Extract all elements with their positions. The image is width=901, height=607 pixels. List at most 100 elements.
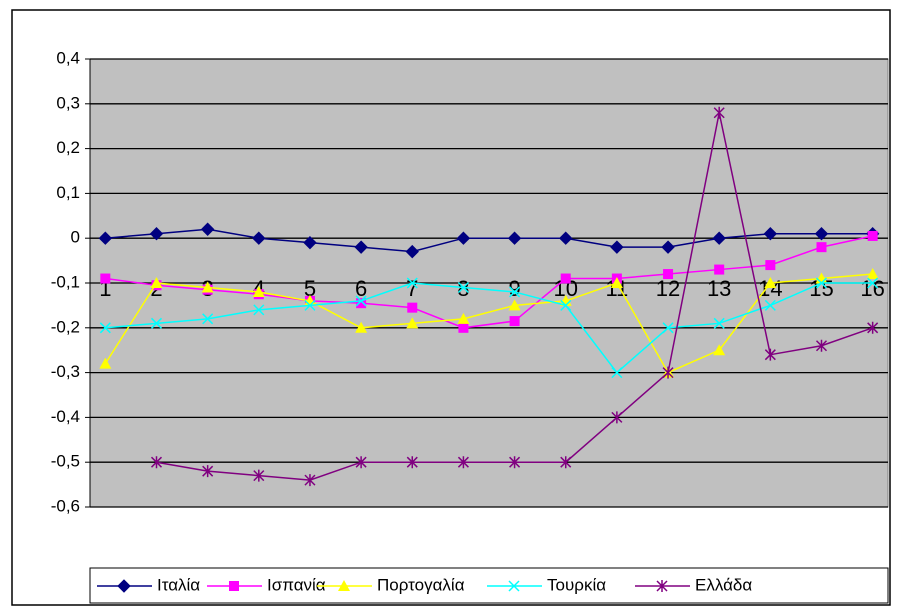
marker (354, 240, 368, 254)
marker (338, 580, 350, 591)
x-tick-label: 16 (860, 276, 884, 301)
x-tick-label: 13 (707, 276, 731, 301)
marker (610, 240, 624, 254)
y-tick-label: 0,1 (56, 183, 80, 202)
y-tick-label: -0,3 (51, 362, 80, 381)
marker (661, 240, 675, 254)
marker (458, 322, 469, 333)
marker (457, 281, 469, 294)
marker (714, 264, 725, 275)
y-tick-label: 0 (71, 228, 80, 247)
marker (764, 348, 776, 361)
legend-label: Πορτογαλία (377, 575, 465, 594)
marker (712, 231, 726, 245)
marker (406, 456, 418, 469)
marker (508, 580, 520, 592)
marker (200, 222, 215, 236)
marker (713, 344, 726, 356)
marker (303, 235, 317, 250)
x-tick-label: 7 (406, 276, 418, 301)
marker (201, 281, 214, 293)
marker (662, 366, 674, 379)
marker (815, 339, 828, 352)
marker (100, 273, 111, 284)
marker (610, 277, 623, 288)
y-tick-label: -0,4 (51, 407, 80, 426)
marker (816, 242, 827, 253)
marker (611, 411, 623, 424)
legend-label: Ισπανία (267, 575, 326, 594)
marker (253, 304, 265, 316)
marker (150, 277, 163, 288)
marker (509, 316, 520, 327)
marker (253, 469, 265, 482)
marker (815, 277, 828, 289)
marker (814, 227, 829, 241)
marker (356, 298, 367, 309)
marker (117, 579, 131, 593)
marker (509, 456, 521, 469)
marker (765, 260, 776, 271)
marker (457, 312, 470, 324)
marker (99, 357, 112, 369)
marker (867, 230, 878, 241)
legend-label: Ελλάδα (695, 575, 752, 594)
marker (407, 302, 418, 313)
marker (662, 322, 674, 334)
marker (355, 456, 367, 469)
marker (457, 456, 469, 469)
marker (560, 299, 572, 311)
marker (202, 313, 214, 325)
marker (560, 273, 571, 284)
marker (355, 295, 367, 307)
marker (355, 321, 368, 333)
marker (304, 299, 316, 311)
marker (150, 456, 163, 469)
legend-label: Τουρκία (547, 575, 606, 594)
marker (663, 269, 674, 280)
y-tick-label: -0,1 (51, 272, 80, 291)
marker (252, 231, 266, 245)
marker (656, 580, 668, 592)
series-line (105, 235, 873, 329)
marker (763, 227, 778, 241)
marker (867, 277, 879, 289)
x-tick-label: 5 (304, 276, 316, 301)
x-tick-label: 11 (605, 276, 628, 301)
x-tick-label: 12 (656, 276, 680, 301)
marker (304, 474, 316, 487)
y-tick-label: 0,2 (56, 138, 80, 157)
marker (559, 231, 573, 245)
y-tick-label: -0,2 (51, 317, 80, 336)
marker (456, 231, 471, 245)
marker (867, 321, 879, 334)
series-line (105, 282, 873, 374)
marker (764, 277, 777, 288)
marker (508, 299, 521, 311)
marker (507, 231, 522, 245)
marker (405, 244, 419, 259)
y-tick-label: 0,4 (56, 48, 80, 67)
marker (713, 317, 725, 329)
marker (560, 456, 572, 469)
marker (713, 106, 725, 119)
marker (764, 299, 776, 311)
marker (866, 268, 879, 280)
marker (406, 317, 419, 329)
y-tick-label: -0,6 (51, 496, 80, 515)
legend-label: Ιταλία (157, 575, 200, 594)
marker (202, 465, 214, 478)
x-tick-label: 6 (355, 276, 367, 301)
marker (99, 322, 111, 334)
y-tick-label: -0,5 (51, 452, 80, 471)
marker (406, 277, 418, 289)
marker (149, 227, 164, 241)
marker (229, 581, 239, 591)
marker (611, 367, 623, 379)
y-tick-label: 0,3 (56, 93, 80, 112)
marker (98, 231, 113, 245)
marker (509, 286, 521, 298)
series-line (104, 273, 873, 374)
